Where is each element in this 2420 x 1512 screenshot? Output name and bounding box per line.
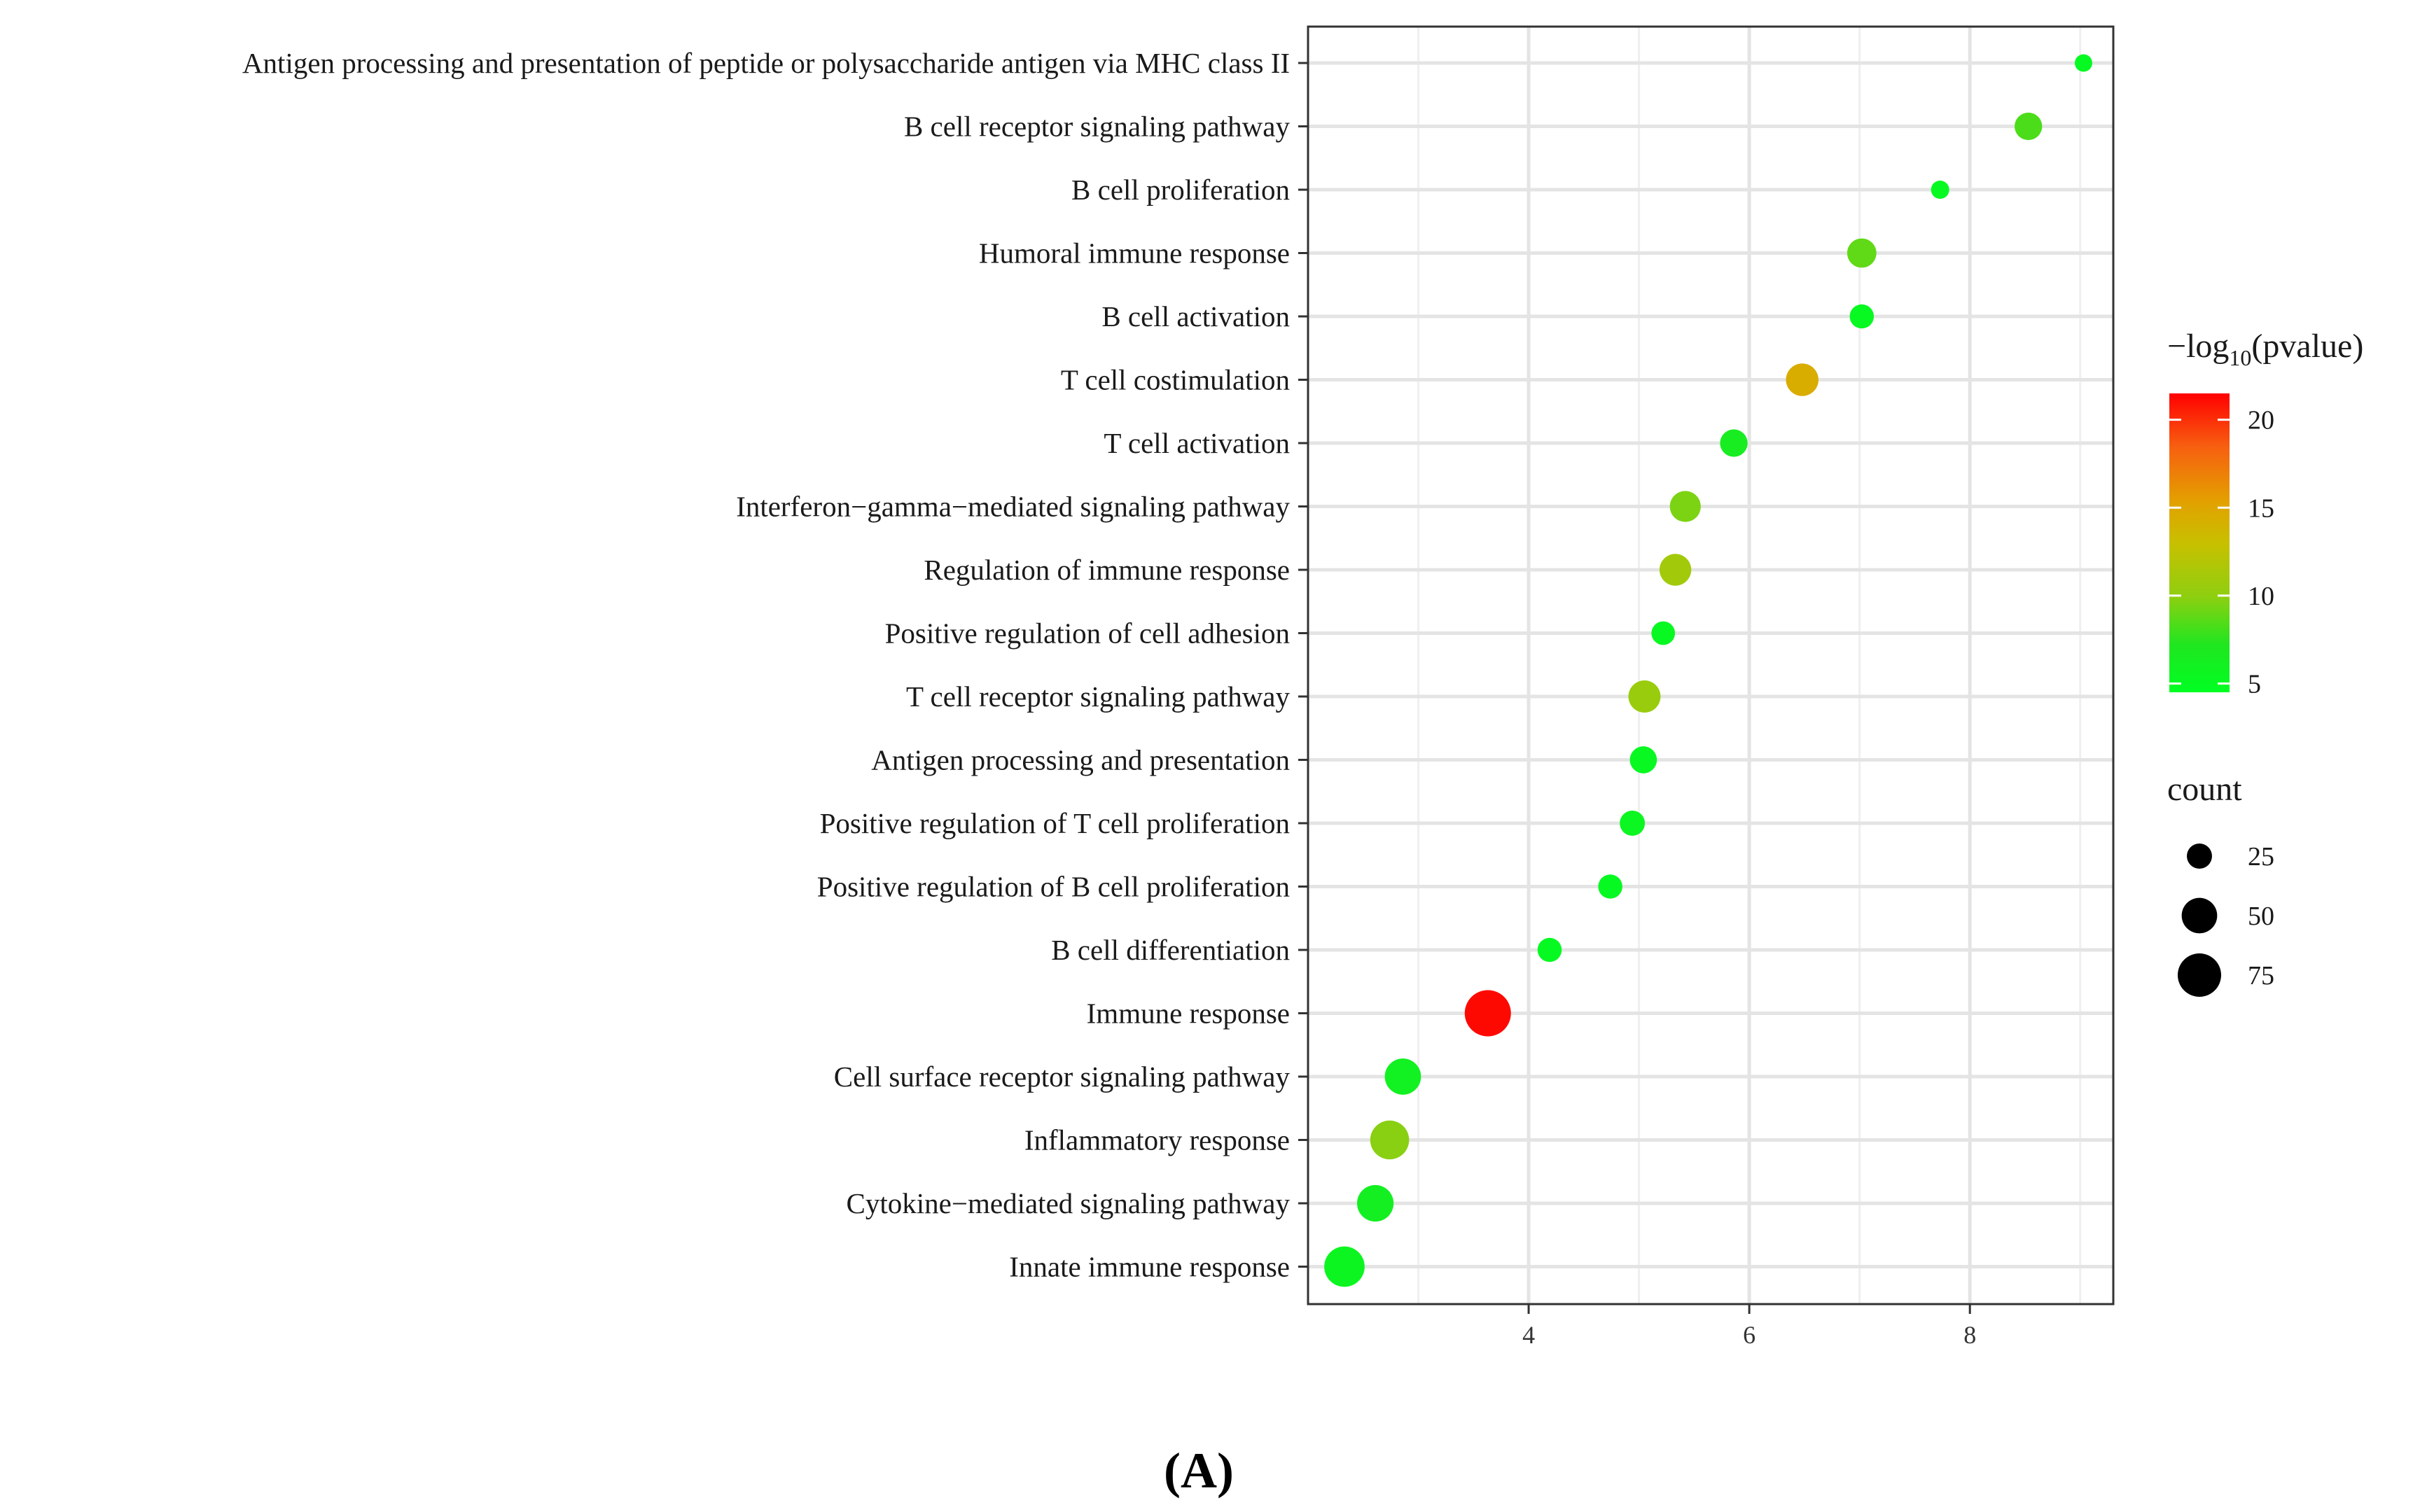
grid — [1308, 27, 2113, 1304]
data-point — [2015, 112, 2043, 141]
color-bar-label: 5 — [2248, 669, 2261, 699]
y-tick-label: Cytokine−mediated signaling pathway — [847, 1187, 1291, 1219]
y-tick-label: Inflammatory response — [1024, 1124, 1290, 1156]
color-bar-label: 20 — [2248, 406, 2274, 435]
y-axis: Antigen processing and presentation of p… — [242, 47, 1308, 1283]
data-point — [1786, 363, 1819, 396]
color-bar-label: 15 — [2248, 493, 2274, 523]
data-point — [1629, 746, 1657, 774]
color-bar — [2169, 393, 2230, 692]
data-point — [1324, 1246, 1365, 1287]
data-point — [1669, 491, 1701, 522]
y-tick-label: Positive regulation of B cell proliferat… — [817, 871, 1290, 903]
y-tick-label: Innate immune response — [1009, 1251, 1290, 1283]
x-axis: 4 6 8 — [1522, 1304, 1976, 1349]
x-tick-label: 4 — [1522, 1321, 1535, 1349]
size-legend-title: count — [2167, 771, 2242, 808]
x-tick-label: 6 — [1743, 1321, 1755, 1349]
data-points — [1324, 54, 2092, 1287]
y-tick-label: Positive regulation of cell adhesion — [885, 617, 1290, 650]
size-legend-label: 50 — [2248, 902, 2274, 931]
y-tick-label: Regulation of immune response — [924, 554, 1290, 586]
data-point — [1849, 304, 1875, 329]
data-point — [1659, 554, 1692, 586]
size-legend-dot — [2177, 953, 2222, 997]
y-tick-label: Cell surface receptor signaling pathway — [834, 1060, 1291, 1093]
y-tick-label: Positive regulation of T cell proliferat… — [820, 807, 1290, 839]
x-tick-label: 8 — [1963, 1321, 1976, 1349]
data-point — [1720, 429, 1748, 457]
y-tick-label: B cell receptor signaling pathway — [904, 111, 1291, 143]
data-point — [2074, 54, 2092, 72]
y-tick-label: Antigen processing and presentation of p… — [242, 47, 1290, 79]
plot-panel — [1308, 27, 2113, 1304]
size-legend: count 25 50 75 — [2167, 771, 2274, 997]
figure-label: (A) — [1164, 1443, 1234, 1499]
data-point — [1464, 990, 1511, 1037]
size-legend-dot — [2187, 844, 2212, 869]
y-tick-label: T cell activation — [1104, 427, 1290, 459]
color-bar-label: 10 — [2248, 582, 2274, 611]
y-tick-label: T cell costimulation — [1061, 364, 1290, 396]
y-tick-label: B cell proliferation — [1071, 174, 1290, 206]
data-point — [1537, 937, 1562, 962]
data-point — [1620, 811, 1646, 836]
data-point — [1357, 1184, 1394, 1222]
size-legend-label: 25 — [2248, 842, 2274, 872]
y-tick-label: Interferon−gamma−mediated signaling path… — [736, 491, 1290, 523]
y-tick-label: Immune response — [1087, 997, 1290, 1030]
y-tick-label: B cell activation — [1101, 300, 1290, 332]
data-point — [1931, 180, 1949, 200]
size-legend-label: 75 — [2248, 961, 2274, 990]
data-point — [1651, 621, 1676, 645]
data-point — [1370, 1120, 1410, 1160]
data-point — [1598, 874, 1622, 899]
color-legend: −log10(pvalue) 5 10 15 20 — [2167, 328, 2363, 699]
size-legend-dot — [2181, 897, 2218, 934]
y-tick-label: Humoral immune response — [979, 237, 1290, 270]
data-point — [1628, 680, 1661, 713]
color-legend-title: −log10(pvalue) — [2167, 328, 2363, 370]
y-tick-label: T cell receptor signaling pathway — [906, 680, 1290, 713]
plot-border — [1307, 25, 2115, 1306]
y-tick-label: Antigen processing and presentation — [871, 744, 1290, 776]
data-point — [1847, 238, 1877, 268]
data-point — [1384, 1058, 1421, 1095]
y-tick-label: B cell differentiation — [1051, 934, 1290, 966]
